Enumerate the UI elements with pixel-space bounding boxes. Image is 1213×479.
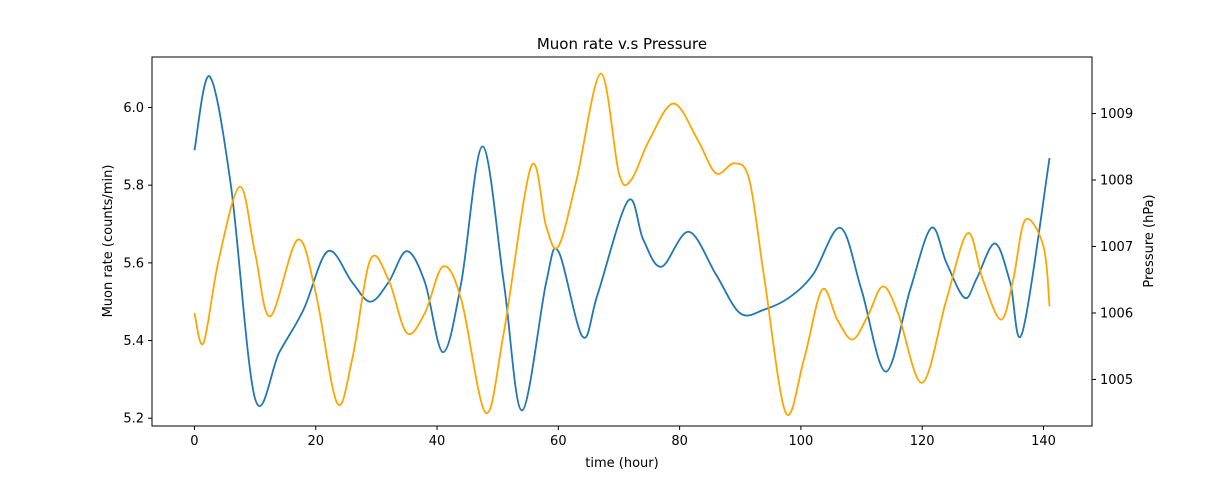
y-axis-label: Muon rate (counts/min)	[101, 165, 116, 318]
x-tick-label: 100	[788, 434, 813, 449]
chart-title: Muon rate v.s Pressure	[537, 35, 707, 53]
x-axis-label: time (hour)	[585, 456, 658, 471]
y2-tick-label: 1007	[1100, 240, 1133, 255]
y-tick-label: 5.2	[123, 412, 144, 427]
y-ticks: 5.2 5.4 5.6 5.8 6.0	[123, 101, 152, 427]
pressure-series-line	[193, 72, 1051, 416]
x-tick-label: 0	[190, 434, 198, 449]
x-tick-label: 140	[1031, 434, 1056, 449]
y2-axis-label: Pressure (hPa)	[1142, 194, 1157, 287]
series-layer	[193, 72, 1051, 416]
y-tick-label: 6.0	[123, 101, 144, 116]
x-tick-label: 80	[671, 434, 688, 449]
y2-ticks: 1005 1006 1007 1008 1009	[1092, 107, 1133, 388]
y-tick-label: 5.6	[123, 256, 144, 271]
muon-rate-series-line	[193, 75, 1051, 412]
y2-tick-label: 1005	[1100, 373, 1133, 388]
y2-tick-label: 1008	[1100, 174, 1133, 189]
x-tick-label: 60	[550, 434, 567, 449]
y2-tick-label: 1006	[1100, 306, 1133, 321]
x-tick-label: 120	[910, 434, 935, 449]
x-tick-label: 40	[429, 434, 446, 449]
y-tick-label: 5.4	[123, 334, 144, 349]
plot-area	[152, 57, 1092, 426]
y2-tick-label: 1009	[1100, 107, 1133, 122]
plot-frame	[151, 56, 1093, 427]
y-tick-label: 5.8	[123, 179, 144, 194]
x-tick-label: 20	[307, 434, 324, 449]
x-ticks: 0 20 40 60 80 100 120 140	[190, 426, 1056, 449]
